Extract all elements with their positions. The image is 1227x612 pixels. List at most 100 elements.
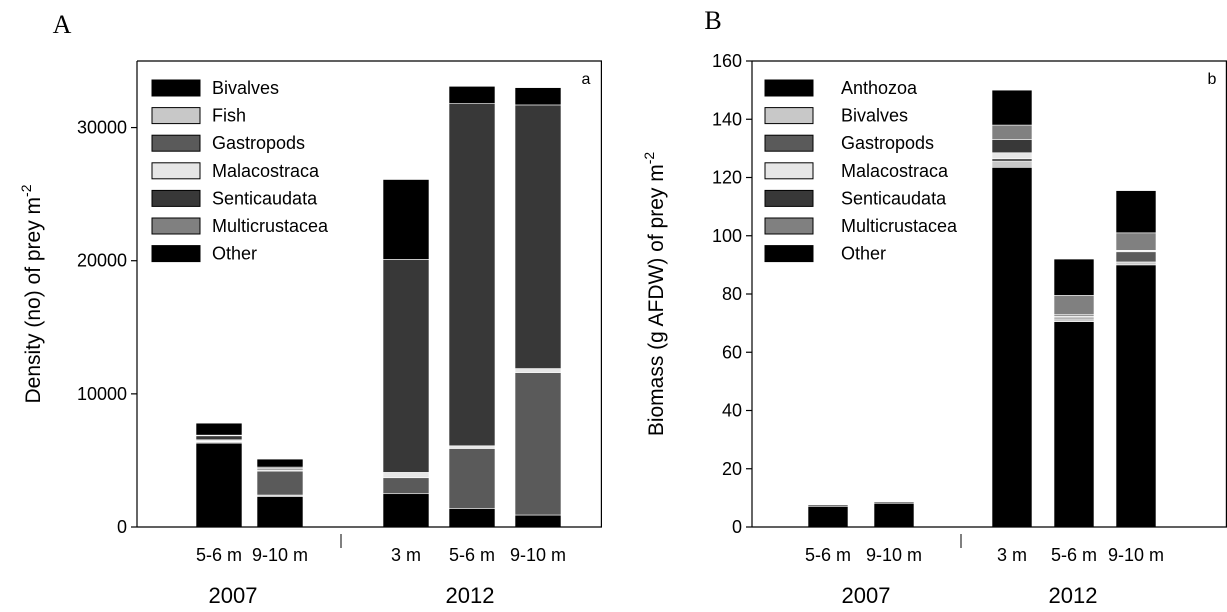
bar-segment-gastropods-3 xyxy=(448,448,496,509)
legend-swatch-other xyxy=(764,245,814,263)
legend-swatch-senticaudata xyxy=(764,189,814,207)
bar-segment-bivalves-4 xyxy=(1115,261,1157,266)
y-tick-label: 80 xyxy=(722,284,742,304)
legend-swatch-malacostraca xyxy=(151,162,201,180)
panel-letter: A xyxy=(53,10,72,39)
bar-segment-gastropods-2 xyxy=(382,477,430,495)
bar-segment-other-2 xyxy=(991,89,1033,126)
legend: Anthozoa Bivalves Gastropods Malacostraca Se… xyxy=(764,78,958,264)
y-axis-title: Density (no) of prey m-2 xyxy=(18,184,45,403)
y-axis-title: Biomass (g AFDW) of prey m-2 xyxy=(641,152,668,437)
bar-segment-other-3 xyxy=(1053,258,1095,296)
bar-segment-anthozoa-0 xyxy=(807,506,849,528)
bar-segment-senticaudata-3 xyxy=(448,103,496,447)
group-label-2007: 2007 xyxy=(209,583,258,608)
bar-segment-gastropods-4 xyxy=(514,372,562,516)
legend-swatch-fish xyxy=(151,107,201,125)
legend-swatch-multicrustacea xyxy=(764,217,814,235)
y-tick-label: 10000 xyxy=(77,384,127,404)
legend-swatch-bivalves xyxy=(764,107,814,125)
x-category-label: 3 m xyxy=(997,545,1027,565)
x-category-label: 5-6 m xyxy=(1051,545,1097,565)
y-tick-label: 20000 xyxy=(77,251,127,271)
panel-a-density: Aa Density (no) of prey m-2 0 10000 20000 300… xyxy=(18,10,603,608)
legend-swatch-bivalves xyxy=(151,79,201,97)
bar-segment-other-1 xyxy=(256,458,304,468)
x-category-label: 5-6 m xyxy=(805,545,851,565)
legend-label: Gastropods xyxy=(841,133,934,153)
y-tick-label: 30000 xyxy=(77,118,127,138)
legend-swatch-malacostraca xyxy=(764,162,814,180)
y-tick-label: 0 xyxy=(117,517,127,537)
x-category-label: 9-10 m xyxy=(252,545,308,565)
bar-segment-multicrustacea-2 xyxy=(991,124,1033,140)
legend-label: Multicrustacea xyxy=(841,216,958,236)
corner-label: a xyxy=(582,71,591,88)
bar-segment-malacostraca-3 xyxy=(448,445,496,449)
bar-segment-bivalves-4 xyxy=(514,514,562,528)
bar-segment-bivalves-3 xyxy=(448,508,496,528)
bar-segment-other-4 xyxy=(1115,190,1157,234)
bar-segment-other-1 xyxy=(873,501,915,504)
y-tick-label: 160 xyxy=(712,51,742,71)
y-tick-label: 40 xyxy=(722,401,742,421)
y-axis-title-main: Biomass (g AFDW) of prey m xyxy=(645,164,668,436)
bar-segment-bivalves-2 xyxy=(991,161,1033,168)
bar-segment-other-0 xyxy=(195,422,243,436)
legend-label: Senticaudata xyxy=(841,188,947,208)
y-tick-label: 0 xyxy=(732,517,742,537)
group-label-2007: 2007 xyxy=(842,583,891,608)
legend-swatch-gastropods xyxy=(764,134,814,152)
panel-b-biomass: Bb Biomass (g AFDW) of prey m-2 0 20 40 60 80 1… xyxy=(641,6,1227,608)
legend-swatch-anthozoa xyxy=(764,79,814,97)
bar-segment-senticaudata-0 xyxy=(195,435,243,441)
bar-segment-anthozoa-2 xyxy=(991,167,1033,528)
bar-segment-malacostraca-4 xyxy=(514,368,562,373)
legend-label: Malacostraca xyxy=(841,161,949,181)
legend-swatch-gastropods xyxy=(151,134,201,152)
bars xyxy=(807,89,1157,528)
panel-letter: B xyxy=(704,6,721,35)
legend-label: Fish xyxy=(212,106,246,126)
bar-segment-bivalves-1 xyxy=(256,496,304,528)
legend-label: Other xyxy=(212,244,257,264)
x-category-label: 9-10 m xyxy=(1108,545,1164,565)
bar-segment-bivalves-2 xyxy=(382,493,430,528)
x-category-label: 9-10 m xyxy=(866,545,922,565)
bar-segment-anthozoa-4 xyxy=(1115,264,1157,528)
legend-label: Senticaudata xyxy=(212,188,318,208)
y-tick-label: 20 xyxy=(722,459,742,479)
bar-segment-other-3 xyxy=(448,85,496,104)
x-category-label: 5-6 m xyxy=(196,545,242,565)
bar-segment-other-0 xyxy=(807,504,849,507)
bar-segment-bivalves-0 xyxy=(195,442,243,528)
legend-label: Malacostraca xyxy=(212,161,320,181)
bar-segment-senticaudata-2 xyxy=(991,139,1033,154)
y-tick-label: 140 xyxy=(712,109,742,129)
group-label-2012: 2012 xyxy=(446,583,495,608)
bar-segment-anthozoa-3 xyxy=(1053,321,1095,528)
bars xyxy=(195,85,562,528)
legend: Bivalves Fish Gastropods Malacostraca Sentic… xyxy=(151,78,329,264)
legend-label: Bivalves xyxy=(212,78,279,98)
y-axis-title-superscript: -2 xyxy=(641,152,657,165)
y-tick-label: 100 xyxy=(712,226,742,246)
bar-segment-other-4 xyxy=(514,87,562,106)
bar-segment-other-2 xyxy=(382,179,430,260)
bar-segment-multicrustacea-3 xyxy=(1053,295,1095,315)
bar-segment-gastropods-1 xyxy=(256,470,304,496)
bar-segment-multicrustacea-4 xyxy=(1115,232,1157,251)
x-category-label: 5-6 m xyxy=(449,545,495,565)
x-category-label: 3 m xyxy=(391,545,421,565)
x-category-label: 9-10 m xyxy=(510,545,566,565)
bar-segment-malacostraca-2 xyxy=(382,472,430,479)
corner-label: b xyxy=(1208,71,1217,88)
legend-label: Multicrustacea xyxy=(212,216,329,236)
y-axis-title-superscript: -2 xyxy=(18,184,34,197)
legend-label: Bivalves xyxy=(841,106,908,126)
group-label-2012: 2012 xyxy=(1049,583,1098,608)
legend-label: Gastropods xyxy=(212,133,305,153)
legend-label: Other xyxy=(841,244,886,264)
bar-segment-malacostraca-2 xyxy=(991,152,1033,159)
bar-segment-senticaudata-4 xyxy=(514,104,562,369)
